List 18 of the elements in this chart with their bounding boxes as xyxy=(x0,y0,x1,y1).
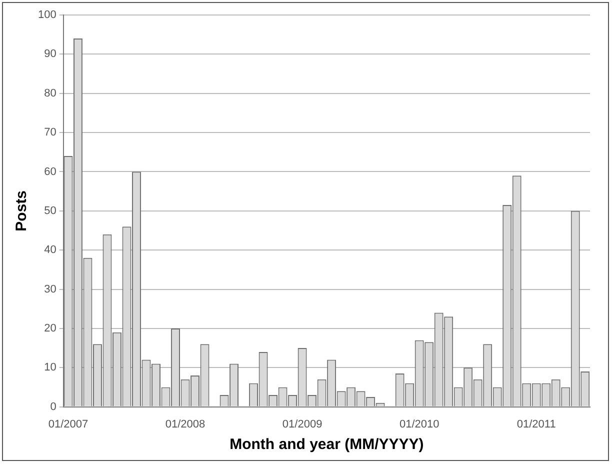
x-tick-label: 01/2010 xyxy=(399,418,440,430)
y-tick-label: 90 xyxy=(44,48,56,60)
x-tick-label: 01/2011 xyxy=(516,418,556,430)
y-axis-title: Posts xyxy=(13,190,30,232)
x-tick-label: 01/2009 xyxy=(282,418,322,430)
y-tick-label: 60 xyxy=(44,166,56,178)
y-tick-label: 0 xyxy=(50,400,56,413)
y-tick-label: 50 xyxy=(44,204,56,217)
y-tick-label: 80 xyxy=(44,87,56,100)
x-tick-label: 01/2008 xyxy=(165,418,206,430)
y-tick-label: 10 xyxy=(44,362,56,374)
y-tick-label: 70 xyxy=(44,126,56,139)
x-axis-title: Month and year (MM/YYYY) xyxy=(230,436,424,454)
y-tick-label: 20 xyxy=(44,322,56,334)
y-tick-label: 100 xyxy=(38,9,56,22)
x-tick-label: 01/2007 xyxy=(48,418,88,430)
y-tick-label: 40 xyxy=(44,244,56,256)
y-tick-label: 30 xyxy=(44,283,56,296)
